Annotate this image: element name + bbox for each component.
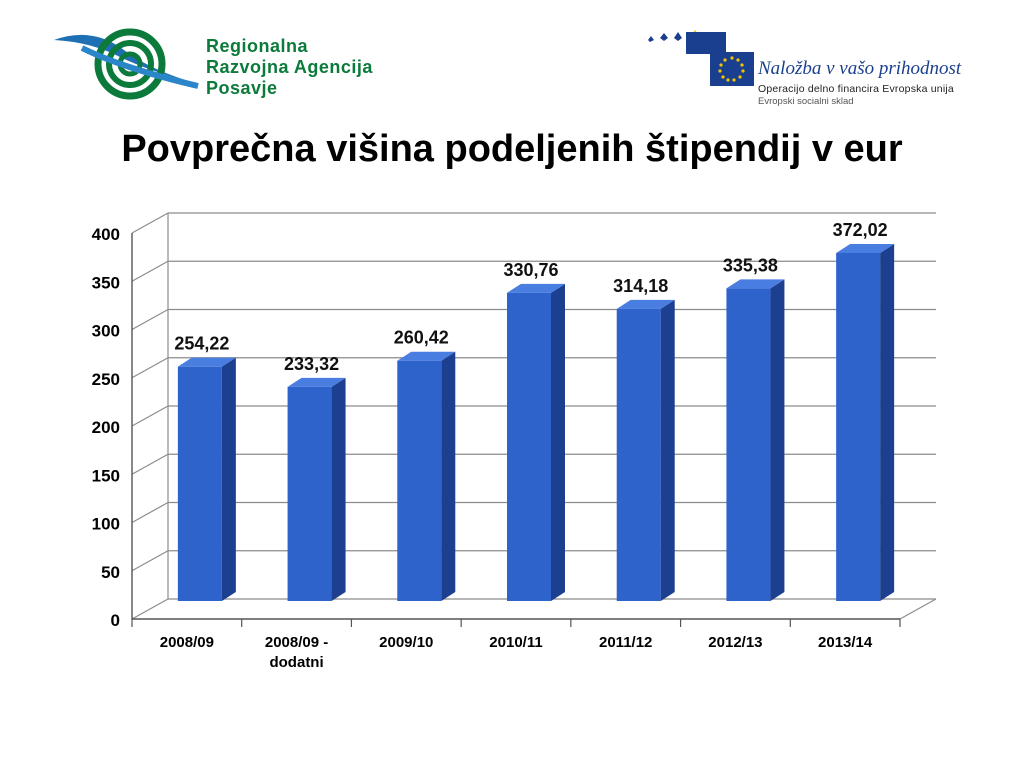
gridline-side — [131, 598, 169, 620]
data-label: 254,22 — [174, 334, 229, 354]
y-tick-label: 100 — [92, 515, 120, 534]
bar-top — [287, 377, 346, 387]
page-title: Povprečna višina podeljenih štipendij v … — [121, 128, 903, 170]
rra-line-3: Posavje — [206, 78, 278, 98]
y-tick-label: 300 — [92, 322, 120, 341]
bar-side — [660, 299, 675, 601]
y-tick-label: 50 — [101, 563, 120, 582]
gridline-side — [131, 453, 169, 475]
bar-front — [177, 366, 222, 601]
bar-front — [397, 360, 442, 601]
bar-side — [770, 279, 785, 601]
gridline-side — [131, 260, 169, 282]
y-tick-label: 200 — [92, 418, 120, 437]
y-tick-label: 400 — [92, 225, 120, 244]
data-label: 372,02 — [833, 220, 888, 240]
gridline-side — [131, 405, 169, 427]
bar-front — [287, 386, 332, 601]
rra-logo-icon — [54, 28, 199, 100]
data-label: 335,38 — [723, 255, 778, 275]
bar-top — [177, 357, 236, 367]
gridline-side — [131, 501, 169, 524]
bar-side — [551, 283, 565, 601]
eu-banner: Naložba v vašo prihodnost Operacijo deln… — [640, 28, 980, 108]
gridline-side — [131, 212, 169, 234]
gridline-side — [131, 357, 169, 379]
data-label: 314,18 — [613, 276, 668, 296]
y-tick-label: 250 — [92, 370, 120, 389]
x-tick-label: 2011/12 — [599, 634, 652, 651]
eu-slogan: Naložba v vašo prihodnost — [758, 58, 962, 79]
gridline-side — [131, 550, 169, 572]
rra-line-2: Razvojna Agencija — [206, 57, 373, 77]
header: Regionalna Razvojna Agencija Posavje Nal… — [0, 0, 1024, 110]
x-tick-label: 2010/11 — [489, 634, 542, 651]
gridline-side — [131, 308, 169, 331]
bar-top — [836, 244, 895, 254]
x-tick-label: 2012/13 — [708, 634, 762, 651]
eu-operation-text: Operacijo delno financira Evropska unija — [758, 83, 954, 95]
bar-front — [726, 288, 771, 601]
bar-front — [616, 308, 661, 601]
x-tick-label: 2013/14 — [818, 634, 873, 651]
bar-front — [507, 292, 551, 601]
eu-fund-text: Evropski socialni sklad — [758, 96, 854, 107]
bar-side — [880, 244, 895, 601]
bar-top — [507, 283, 565, 293]
y-tick-label: 0 — [111, 611, 120, 630]
bar-top — [616, 299, 675, 309]
data-label: 260,42 — [394, 328, 449, 348]
bar-side — [221, 357, 236, 601]
y-tick-label: 350 — [92, 273, 120, 292]
eu-flag-icon — [648, 30, 754, 86]
x-tick-label: 2008/09 -dodatni — [265, 634, 328, 671]
bar-side — [331, 377, 346, 601]
bar-top — [397, 351, 456, 361]
bar-chart: 0 50 100 150 200 250 300 350 400 254,22 2008/09 233… — [92, 212, 937, 671]
rra-line-1: Regionalna — [206, 36, 309, 56]
data-label: 233,32 — [284, 354, 339, 374]
rra-wordmark: Regionalna Razvojna Agencija Posavje — [206, 36, 373, 99]
bar-side — [441, 351, 456, 601]
x-tick-label: 2009/10 — [379, 634, 433, 651]
floor-edge — [899, 598, 937, 620]
bar-top — [726, 279, 785, 289]
x-tick-label: 2008/09 — [160, 634, 214, 651]
y-tick-label: 150 — [92, 466, 120, 485]
bar-front — [836, 253, 881, 601]
data-label: 330,76 — [503, 260, 558, 280]
